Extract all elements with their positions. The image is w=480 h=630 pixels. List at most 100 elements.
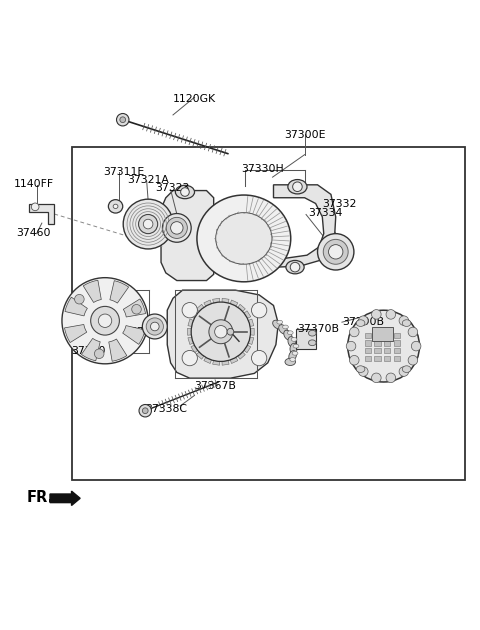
Circle shape bbox=[359, 316, 368, 326]
Circle shape bbox=[31, 203, 39, 210]
Bar bbox=[365, 348, 371, 353]
Polygon shape bbox=[274, 185, 336, 267]
Text: 37342: 37342 bbox=[130, 327, 164, 337]
Polygon shape bbox=[248, 337, 254, 345]
Polygon shape bbox=[238, 304, 245, 311]
Bar bbox=[365, 333, 371, 338]
Ellipse shape bbox=[283, 325, 288, 329]
Text: FR.: FR. bbox=[27, 490, 54, 505]
Polygon shape bbox=[191, 345, 198, 353]
Polygon shape bbox=[248, 319, 254, 326]
Ellipse shape bbox=[284, 330, 292, 340]
Circle shape bbox=[293, 182, 302, 192]
Ellipse shape bbox=[293, 344, 299, 348]
FancyArrow shape bbox=[50, 491, 80, 505]
Circle shape bbox=[139, 404, 152, 417]
Ellipse shape bbox=[356, 320, 365, 326]
Ellipse shape bbox=[216, 213, 272, 264]
Bar bbox=[394, 356, 400, 361]
Bar bbox=[374, 333, 381, 338]
Circle shape bbox=[170, 222, 183, 234]
Bar bbox=[374, 340, 381, 346]
Ellipse shape bbox=[288, 331, 293, 335]
Text: 37300E: 37300E bbox=[284, 130, 325, 140]
Circle shape bbox=[182, 350, 197, 366]
Circle shape bbox=[348, 310, 420, 382]
Ellipse shape bbox=[288, 336, 295, 347]
Bar bbox=[365, 356, 371, 361]
Ellipse shape bbox=[113, 204, 118, 209]
Polygon shape bbox=[238, 352, 245, 359]
Bar bbox=[374, 356, 381, 361]
Circle shape bbox=[62, 278, 148, 364]
Polygon shape bbox=[213, 360, 220, 365]
Circle shape bbox=[349, 327, 359, 337]
Text: 37338C: 37338C bbox=[145, 404, 187, 414]
Bar bbox=[365, 340, 371, 346]
Ellipse shape bbox=[108, 200, 123, 213]
Ellipse shape bbox=[175, 185, 194, 198]
Circle shape bbox=[151, 322, 159, 331]
Text: 37332: 37332 bbox=[323, 199, 357, 209]
Text: 37340: 37340 bbox=[72, 346, 106, 355]
Circle shape bbox=[386, 373, 396, 382]
Circle shape bbox=[162, 214, 191, 243]
Circle shape bbox=[318, 234, 354, 270]
Circle shape bbox=[359, 367, 368, 376]
Polygon shape bbox=[230, 357, 238, 364]
Ellipse shape bbox=[277, 320, 283, 324]
Circle shape bbox=[74, 294, 84, 304]
Circle shape bbox=[290, 262, 300, 272]
Circle shape bbox=[399, 316, 408, 326]
Circle shape bbox=[372, 309, 381, 319]
Circle shape bbox=[252, 302, 267, 318]
Circle shape bbox=[346, 341, 356, 351]
Bar bbox=[394, 340, 400, 346]
Text: 37323: 37323 bbox=[155, 183, 189, 193]
Bar bbox=[374, 348, 381, 353]
Circle shape bbox=[399, 367, 408, 376]
Ellipse shape bbox=[197, 195, 291, 282]
Circle shape bbox=[191, 302, 251, 362]
Polygon shape bbox=[123, 326, 145, 345]
Circle shape bbox=[143, 314, 167, 339]
Text: 37330H: 37330H bbox=[241, 164, 284, 175]
Bar bbox=[394, 333, 400, 338]
Polygon shape bbox=[188, 328, 192, 335]
Circle shape bbox=[91, 306, 120, 335]
Bar bbox=[384, 333, 390, 338]
Circle shape bbox=[144, 219, 153, 229]
Ellipse shape bbox=[290, 358, 296, 362]
Ellipse shape bbox=[356, 366, 365, 372]
Circle shape bbox=[349, 355, 359, 365]
Circle shape bbox=[166, 217, 187, 238]
Polygon shape bbox=[161, 190, 214, 280]
Circle shape bbox=[143, 408, 148, 413]
Polygon shape bbox=[230, 300, 238, 306]
Ellipse shape bbox=[289, 351, 297, 361]
Text: 37367B: 37367B bbox=[194, 381, 236, 391]
Polygon shape bbox=[82, 338, 100, 361]
Circle shape bbox=[372, 373, 381, 382]
Text: 37334: 37334 bbox=[308, 209, 342, 218]
Circle shape bbox=[386, 309, 396, 319]
Ellipse shape bbox=[309, 340, 316, 346]
Polygon shape bbox=[64, 324, 87, 343]
Circle shape bbox=[408, 355, 418, 365]
Polygon shape bbox=[196, 352, 204, 359]
Ellipse shape bbox=[285, 358, 296, 365]
Ellipse shape bbox=[309, 330, 316, 336]
Ellipse shape bbox=[402, 366, 411, 372]
Polygon shape bbox=[29, 204, 54, 224]
Bar bbox=[394, 348, 400, 353]
Bar bbox=[297, 329, 316, 348]
Ellipse shape bbox=[288, 180, 307, 194]
Circle shape bbox=[323, 239, 348, 264]
Polygon shape bbox=[204, 357, 211, 364]
Polygon shape bbox=[110, 280, 129, 303]
Bar bbox=[372, 327, 393, 341]
Circle shape bbox=[209, 320, 233, 344]
Circle shape bbox=[227, 328, 234, 335]
Ellipse shape bbox=[279, 324, 288, 334]
Circle shape bbox=[182, 302, 197, 318]
